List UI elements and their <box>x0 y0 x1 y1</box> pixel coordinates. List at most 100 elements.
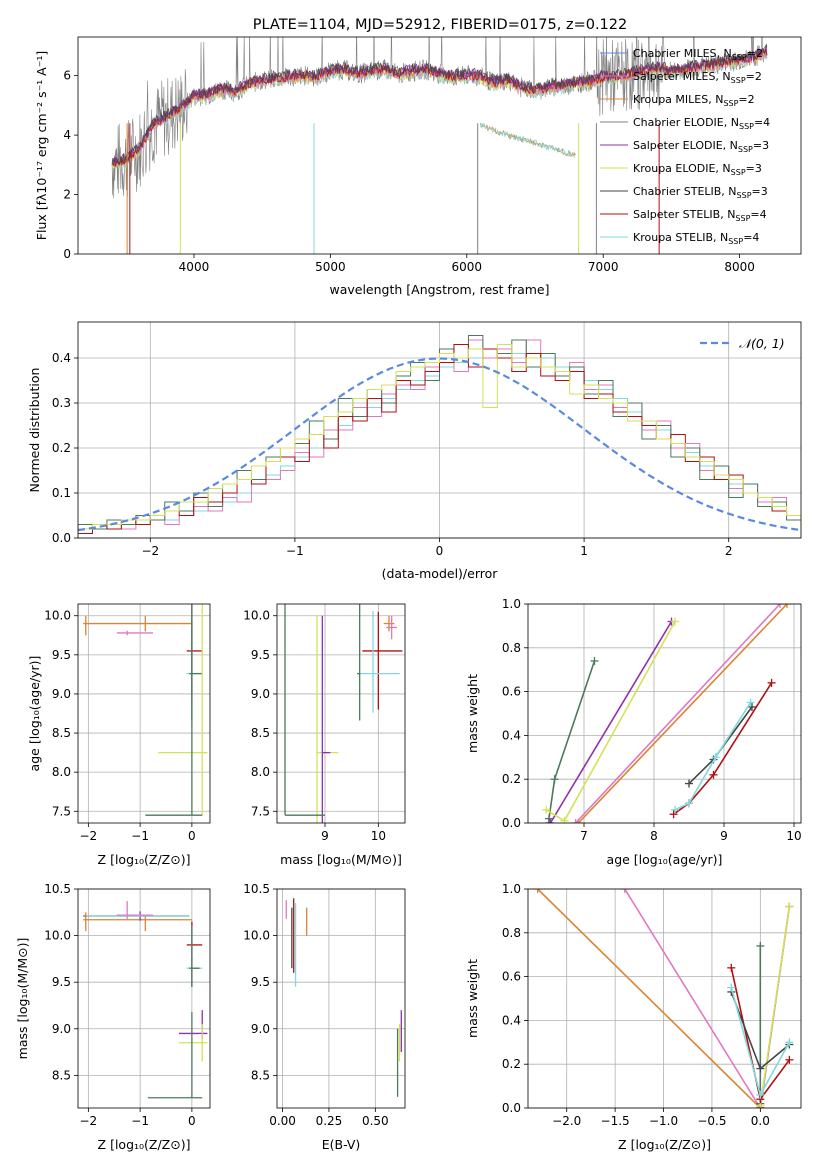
x-tick-label: −1 <box>286 544 304 558</box>
chart-title: PLATE=1104, MJD=52912, FIBERID=0175, z=0… <box>253 17 627 33</box>
error-bar <box>284 604 325 816</box>
x-tick-label: −1 <box>131 829 149 843</box>
x-tick-label: −1.5 <box>601 1114 630 1128</box>
error-bar <box>116 630 154 636</box>
legend-entry: Kroupa STELIB, NSSP=4 <box>633 231 759 246</box>
plot-area-0 <box>111 37 768 254</box>
y-tick-label: 8.5 <box>52 1068 71 1082</box>
panel-5: −2 −1 0 8.5 9.0 9.5 10.0 10.5 Z [log₁₀(Z/Z⊙)] mas… <box>15 882 211 1152</box>
x-tick-label: −2.0 <box>552 1114 581 1128</box>
weight-line <box>548 660 596 823</box>
weight-marker <box>785 1038 794 1047</box>
model-spectrum-branch <box>480 123 576 158</box>
axes-frame <box>276 888 406 1109</box>
x-tick-label: 9 <box>720 829 728 843</box>
error-bar <box>189 926 200 987</box>
weight-line <box>545 621 676 822</box>
y-tick-label: 9.0 <box>251 687 270 701</box>
error-bar <box>362 611 403 710</box>
y-tick-label: 0.4 <box>502 728 521 742</box>
weight-marker <box>671 617 679 626</box>
plot-area-3 <box>284 604 403 823</box>
error-bar <box>83 915 192 931</box>
axes-frame <box>77 321 802 539</box>
legend-entry: Chabrier ELODIE, NSSP=4 <box>633 116 770 131</box>
x-tick-label: 0.00 <box>269 1114 296 1128</box>
y-tick-label: 10.0 <box>243 929 270 943</box>
weight-marker <box>785 902 794 911</box>
plot-area-6 <box>285 898 402 1097</box>
y-tick-label: 0.2 <box>52 441 71 455</box>
panel-3: 9 10 7.5 8.0 8.5 9.0 9.5 10.0 mass [log₁₀(M/M⊙)] <box>243 603 406 867</box>
histogram-series <box>78 344 801 538</box>
y-tick-label: 0.0 <box>52 531 71 545</box>
x-tick-label: 9 <box>321 829 329 843</box>
y-tick-label: 8.5 <box>251 1068 270 1082</box>
y-tick-label: 0.3 <box>52 396 71 410</box>
y-tick-label: 9.5 <box>251 975 270 989</box>
weight-marker <box>685 799 693 808</box>
axes-frame <box>527 888 802 1109</box>
weight-marker <box>756 1064 765 1073</box>
y-tick-label: 8.5 <box>251 726 270 740</box>
x-axis-label: (data-model)/error <box>382 566 499 581</box>
y-tick-label: 0.1 <box>52 486 71 500</box>
legend-entry: Chabrier STELIB, NSSP=3 <box>633 185 768 200</box>
x-tick-label: −0.5 <box>697 1114 726 1128</box>
error-bar <box>186 618 203 721</box>
plot-area-2 <box>83 604 208 816</box>
y-tick-label: 1.0 <box>502 882 521 896</box>
x-axis-label: mass [log₁₀(M/M⊙)] <box>280 852 402 867</box>
x-tick-label: −2 <box>141 544 159 558</box>
y-tick-label: 10.5 <box>44 882 71 896</box>
y-tick-label: 9.5 <box>52 975 71 989</box>
panel-6: 0.00 0.25 0.50 8.5 9.0 9.5 10.0 10.5 E(B-V) <box>243 882 406 1152</box>
error-bar <box>186 921 203 987</box>
plot-area-1 <box>78 335 801 538</box>
weight-line <box>549 621 673 823</box>
y-tick-label: 8.5 <box>52 726 71 740</box>
x-tick-label: 2 <box>725 544 733 558</box>
error-bar <box>383 615 395 632</box>
y-tick-label: 0.4 <box>52 351 71 365</box>
weight-marker <box>571 819 580 823</box>
panel-2: −2 −1 0 7.5 8.0 8.5 9.0 9.5 10.0 Z [log₁₀(Z/Z⊙)] a… <box>27 603 211 867</box>
x-tick-label: 5000 <box>315 260 346 274</box>
gaussian-curve <box>78 357 801 532</box>
legend-entry: Salpeter ELODIE, NSSP=3 <box>633 139 769 154</box>
y-tick-label: 10.0 <box>243 609 270 623</box>
x-axis-label: Z [log₁₀(Z/Z⊙)] <box>98 852 191 867</box>
y-tick-label: 10.5 <box>243 882 270 896</box>
x-axis-label: Z [log₁₀(Z/Z⊙)] <box>618 1137 711 1152</box>
x-tick-label: 4000 <box>179 260 210 274</box>
x-tick-label: 0 <box>436 544 444 558</box>
x-tick-label: −2 <box>80 829 98 843</box>
y-tick-label: 4 <box>63 128 71 142</box>
x-tick-label: 10 <box>371 829 386 843</box>
y-tick-label: 0.6 <box>502 685 521 699</box>
y-tick-label: 10.0 <box>44 609 71 623</box>
plot-area-4 <box>542 604 791 823</box>
weight-marker <box>545 814 553 823</box>
weight-marker <box>620 889 629 893</box>
axes-frame <box>77 888 211 1109</box>
error-bar <box>357 611 400 713</box>
x-tick-label: 0.0 <box>751 1114 770 1128</box>
x-tick-label: 0.50 <box>362 1114 389 1128</box>
weight-marker <box>776 604 784 608</box>
x-tick-label: 0 <box>188 829 196 843</box>
x-tick-label: −1 <box>131 1114 149 1128</box>
error-bar <box>147 1012 203 1099</box>
x-tick-label: 10 <box>786 829 801 843</box>
y-axis-label: age [log₁₀(age/yr)] <box>27 656 42 772</box>
y-tick-label: 9.0 <box>52 1022 71 1036</box>
legend-entry: Chabrier MILES, NSSP=2 <box>633 47 763 62</box>
y-tick-label: 0.8 <box>502 926 521 940</box>
legend-entry: 𝒩(0, 1) <box>739 336 785 351</box>
x-tick-label: 8000 <box>724 260 755 274</box>
x-tick-label: 1 <box>580 544 588 558</box>
y-tick-label: 0.8 <box>502 641 521 655</box>
histogram-series <box>78 344 801 538</box>
legend-entry: Kroupa MILES, NSSP=2 <box>633 93 755 108</box>
